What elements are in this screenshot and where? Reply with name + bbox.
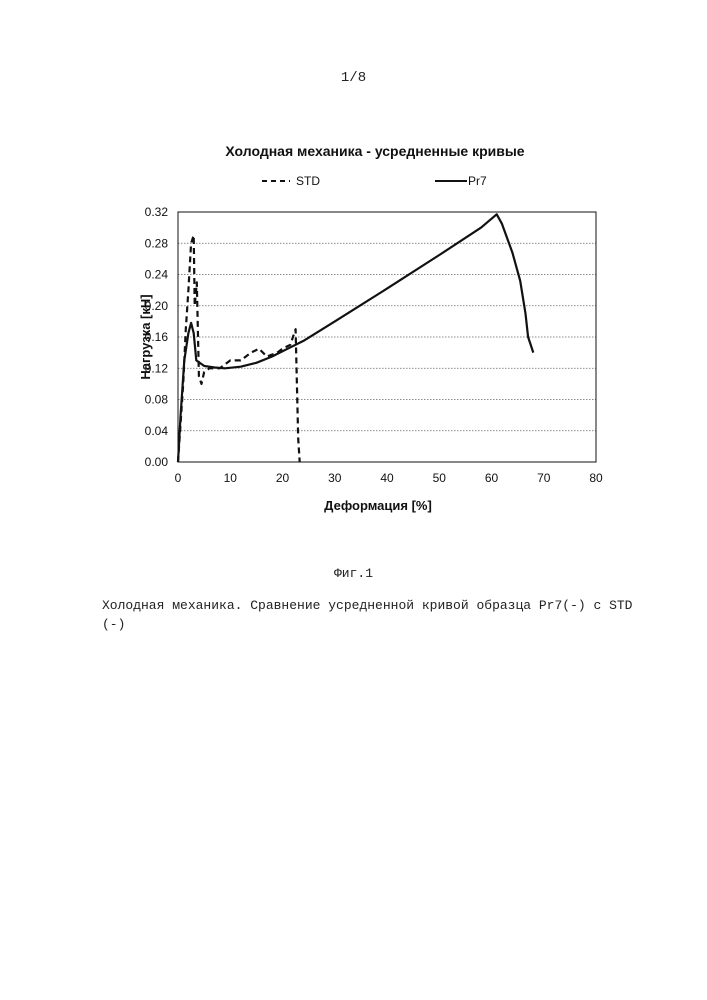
x-tick-label: 50 (433, 471, 447, 485)
legend-label-std: STD (296, 174, 320, 188)
series-layer (178, 214, 533, 462)
y-tick-label: 0.04 (145, 424, 169, 438)
x-tick-label: 30 (328, 471, 342, 485)
y-tick-label: 0.32 (145, 205, 169, 219)
x-tick-label: 40 (380, 471, 394, 485)
chart: Холодная механика - усредненные кривые S… (0, 120, 707, 530)
x-tick-labels: 0 10 20 30 40 50 60 70 80 (175, 471, 603, 485)
legend: STD Pr7 (262, 174, 487, 188)
x-axis-label: Деформация [%] (324, 498, 432, 513)
y-tick-label: 0.00 (145, 455, 169, 469)
y-tick-label: 0.08 (145, 393, 169, 407)
x-tick-label: 60 (485, 471, 499, 485)
gridlines (178, 212, 596, 431)
x-tick-label: 80 (589, 471, 603, 485)
x-tick-label: 20 (276, 471, 290, 485)
y-tick-label: 0.28 (145, 236, 169, 250)
x-tick-label: 70 (537, 471, 551, 485)
legend-label-pr7: Pr7 (468, 174, 487, 188)
figure-label: Фиг.1 (0, 566, 707, 581)
page-number: 1/8 (0, 70, 707, 86)
series-line-pr7 (178, 214, 533, 462)
figure-caption: Холодная механика. Сравнение усредненной… (102, 596, 662, 634)
x-tick-label: 10 (224, 471, 238, 485)
y-axis-label: Нагрузка [кН] (138, 294, 153, 379)
x-tick-label: 0 (175, 471, 182, 485)
chart-title: Холодная механика - усредненные кривые (225, 143, 524, 159)
y-tick-label: 0.24 (145, 268, 169, 282)
